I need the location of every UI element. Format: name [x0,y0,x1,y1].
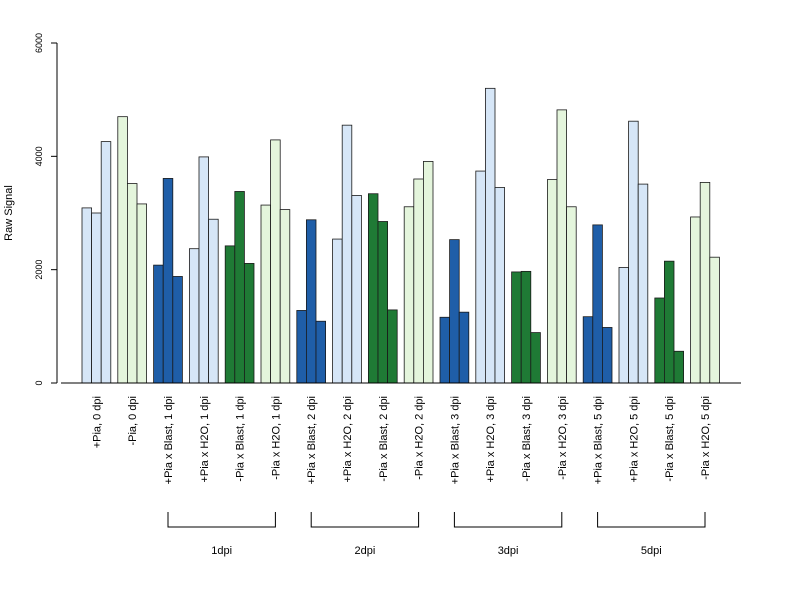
bar [458,311,470,384]
x-tick-label: -Pia x Blast, 1 dpi [235,396,247,482]
bar [260,204,272,384]
bar [224,245,236,384]
x-tick-label: +Pia x Blast, 3 dpi [449,396,461,484]
bar [628,120,639,384]
bar [127,183,138,384]
bar [153,264,164,384]
bar [234,191,245,384]
bar [547,179,558,384]
y-axis-title: Raw Signal [3,185,15,241]
group-bracket [453,512,563,528]
group-brackets: 1dpi 2dpi 3dpi 5dpi [167,512,706,557]
bar [332,238,343,384]
bar [81,207,93,384]
bar [664,260,675,384]
bar [618,266,630,384]
bar [136,203,148,384]
bar [162,178,174,384]
group-label: 1dpi [211,545,232,557]
x-tick-label: -Pia x Blast, 5 dpi [664,396,676,482]
bar [91,212,102,384]
group-bracket [310,512,420,528]
bar [188,248,200,384]
bar [530,332,541,384]
x-tick-label: +Pia x H2O, 1 dpi [199,396,211,483]
bar [520,270,532,384]
x-tick-label: +Pia, 0 dpi [91,396,103,448]
x-tick-label: -Pia x Blast, 2 dpi [378,396,390,482]
bar [690,216,701,384]
bar [637,183,649,384]
bar [699,181,711,384]
bar [305,219,317,384]
bar [439,316,451,384]
x-tick-label: +Pia x H2O, 5 dpi [628,396,640,483]
bar [413,178,424,384]
group-bracket [167,512,276,528]
x-tick-label: -Pia, 0 dpi [127,396,139,446]
bar [270,139,281,384]
x-tick-label: +Pia x H2O, 2 dpi [342,396,354,483]
category-labels: +Pia, 0 dpi -Pia, 0 dpi +Pia x Blast, 1 dp… [91,396,712,484]
y-tick-label: 4000 [34,146,44,166]
x-tick-label: +Pia x Blast, 5 dpi [593,396,605,484]
y-tick-label: 0 [34,380,44,385]
bar [341,124,353,384]
bar [279,209,291,384]
bar [315,320,327,384]
bar [403,206,415,384]
x-tick-label: -Pia x H2O, 3 dpi [557,396,569,480]
bar [387,309,398,384]
group-bracket [597,512,706,528]
bar [602,327,613,384]
bar [351,195,362,384]
bar [367,193,379,384]
bar [494,187,506,384]
bar [582,316,594,384]
x-tick-label: +Pia x Blast, 1 dpi [163,396,175,484]
x-tick-label: -Pia x H2O, 1 dpi [270,396,282,480]
x-tick-label: -Pia x H2O, 5 dpi [700,396,712,480]
x-tick-label: -Pia x H2O, 2 dpi [414,396,426,480]
bar [100,141,112,384]
bar [208,218,219,384]
y-tick-label: 2000 [34,260,44,280]
bar [556,109,568,384]
bar [377,221,389,384]
bar [243,263,255,384]
bar [709,256,720,384]
bar [566,206,577,384]
bar [296,310,307,384]
bar [117,116,128,384]
x-tick-label: +Pia x H2O, 3 dpi [485,396,497,483]
bar [673,350,685,384]
x-tick-label: +Pia x Blast, 2 dpi [306,396,318,484]
bar [172,276,183,384]
bar [484,87,496,384]
x-tick-label: -Pia x Blast, 3 dpi [521,396,533,482]
bar [475,170,486,384]
y-tick-label: 6000 [34,33,44,53]
group-label: 2dpi [355,545,376,557]
y-axis: 0 2000 4000 6000 [34,33,58,386]
bar [198,156,210,384]
bars-layer [81,87,720,384]
bar [654,297,665,384]
group-label: 3dpi [498,545,519,557]
bar [449,239,460,384]
group-label: 5dpi [641,545,662,557]
bar [422,161,434,384]
bar [511,271,522,384]
bar [592,224,603,384]
